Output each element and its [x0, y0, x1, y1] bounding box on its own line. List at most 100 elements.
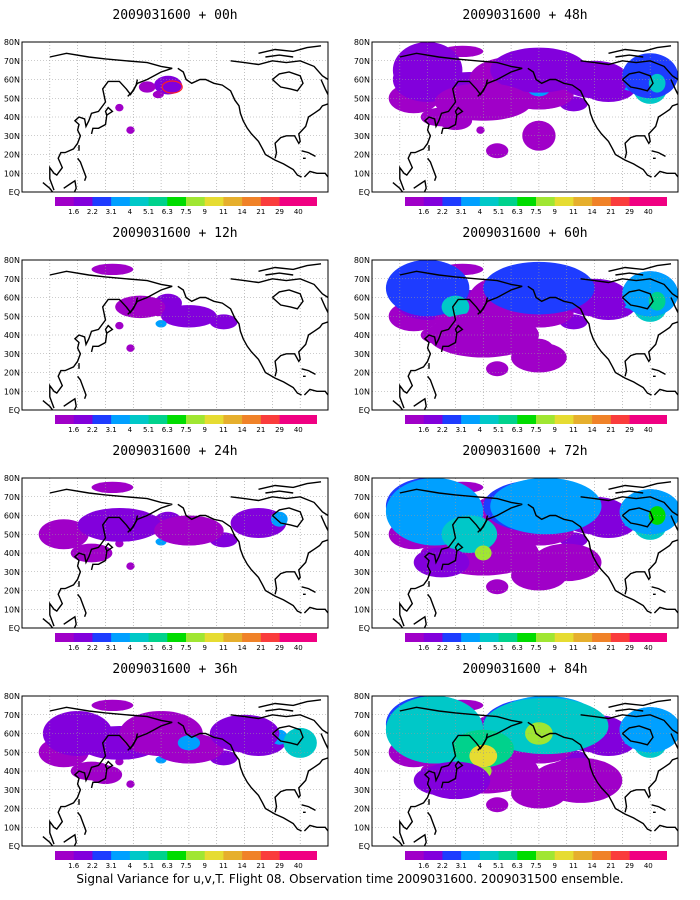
lon-label: 120W [583, 849, 606, 850]
lat-label: 20N [4, 805, 20, 814]
lat-label: 20N [354, 587, 370, 596]
colorbar-label: 1.6 [418, 208, 430, 216]
figure-caption: Signal Variance for u,v,T. Flight 08. Ob… [76, 872, 624, 886]
lon-label: 160E [123, 631, 143, 632]
panel-title: 2009031600 + 48h [462, 8, 588, 23]
colorbar-swatch [423, 851, 443, 860]
colorbar-label: 1.6 [418, 426, 430, 434]
lat-label: 20N [354, 805, 370, 814]
lon-label: 100W [261, 195, 284, 196]
map-plot: 80N 70N 60N 50N 40N 30N 20N 10N EQ80E 100E 120E 140… [354, 38, 687, 196]
colorbar-swatch [517, 851, 537, 860]
colorbar-swatch [479, 851, 500, 860]
colorbar-label: 21 [256, 208, 266, 216]
colorbar-swatch [648, 197, 667, 206]
colorbar-label: 3.1 [455, 644, 467, 652]
lon-label: 160W [177, 413, 200, 414]
lat-label: EQ [9, 624, 20, 632]
colorbar-label: 2.2 [86, 644, 98, 652]
lon-label: 140E [445, 631, 465, 632]
colorbar-swatch [592, 197, 612, 206]
colorbar-label: 11 [568, 644, 578, 652]
lat-label: 20N [4, 151, 20, 160]
coastline [90, 542, 114, 571]
lon-label: 160E [123, 413, 143, 414]
coastline [230, 714, 328, 735]
colorbar-label: 2.2 [86, 208, 98, 216]
coastline [621, 71, 654, 92]
colorbar-swatch [461, 415, 481, 424]
colorbar-label: 4 [127, 644, 133, 652]
colorbar-swatch [479, 633, 500, 642]
colorbar-label: 5.1 [142, 862, 155, 870]
lat-label: 40N [354, 113, 370, 122]
colorbar-swatch [517, 197, 537, 206]
colorbar-swatch [405, 197, 425, 206]
lon-label: 160E [123, 849, 143, 850]
colorbar-swatch [629, 415, 649, 424]
colorbar-swatch [204, 415, 224, 424]
coastline [265, 272, 294, 276]
lon-label: 160E [123, 195, 143, 196]
lat-label: 20N [4, 587, 20, 596]
colorbar-swatch [279, 415, 299, 424]
colorbar [55, 851, 317, 860]
colorbar-label: 14 [587, 862, 597, 870]
colorbar-label: 4 [127, 862, 133, 870]
lat-label: 30N [4, 786, 20, 795]
colorbar-swatch [648, 633, 667, 642]
colorbar-label: 7.5 [180, 644, 192, 652]
lat-label: 60N [4, 294, 20, 303]
colorbar-swatch [442, 633, 462, 642]
colorbar-label: 3.1 [455, 426, 467, 434]
lat-label: 50N [354, 748, 370, 757]
lon-label: 160E [473, 413, 493, 414]
lon-label: 120W [583, 413, 606, 414]
map-panel: 2009031600 + 36h 80N 70N 60N 50N 40N 30N 20N 10N… [0, 654, 350, 872]
lon-label: 140E [95, 631, 115, 632]
colorbar-swatch [167, 415, 187, 424]
colorbar-swatch [536, 415, 556, 424]
coastline [301, 150, 316, 158]
lon-label: 100E [390, 195, 410, 196]
colorbar-swatch [92, 633, 112, 642]
lon-label: 140E [445, 849, 465, 850]
lat-label: 80N [4, 38, 20, 47]
lon-label: 160W [527, 849, 550, 850]
signal-contour [154, 515, 224, 546]
colorbar-label: 2.2 [436, 208, 448, 216]
coastline [440, 324, 464, 353]
coastline [301, 368, 316, 376]
colorbar-labels: 1.6 2.2 3.1 4 5.1 6.3 7.5 9 11 14 21 29 40 [55, 862, 317, 872]
colorbar-swatch [536, 633, 556, 642]
lon-label: 140E [445, 195, 465, 196]
lat-label: 50N [4, 312, 20, 321]
lat-label: 50N [4, 530, 20, 539]
lat-label: EQ [9, 188, 20, 196]
coastline [42, 836, 54, 846]
lon-label: 100E [390, 849, 410, 850]
colorbar-swatch [298, 415, 317, 424]
lon-label: 140E [445, 413, 465, 414]
coastline [77, 811, 87, 836]
colorbar-label: 14 [587, 644, 597, 652]
colorbar-label: 5.1 [492, 644, 505, 652]
coastline [265, 54, 294, 58]
signal-contour [490, 47, 588, 93]
coastline [63, 179, 77, 192]
colorbar-label: 11 [568, 208, 578, 216]
signal-contour [126, 344, 135, 352]
coastline [177, 721, 302, 832]
lon-label: 120W [233, 413, 256, 414]
colorbar-swatch [629, 633, 649, 642]
colorbar-swatch [73, 197, 93, 206]
coastline [127, 515, 139, 533]
colorbar-label: 11 [568, 426, 578, 434]
lon-label: 100W [261, 849, 284, 850]
lat-label: 20N [354, 369, 370, 378]
signal-contour [91, 699, 134, 711]
colorbar-label: 4 [127, 426, 133, 434]
colorbar-swatch [186, 197, 206, 206]
lon-label: 140W [555, 413, 578, 414]
lon-label: 80E [14, 195, 29, 196]
